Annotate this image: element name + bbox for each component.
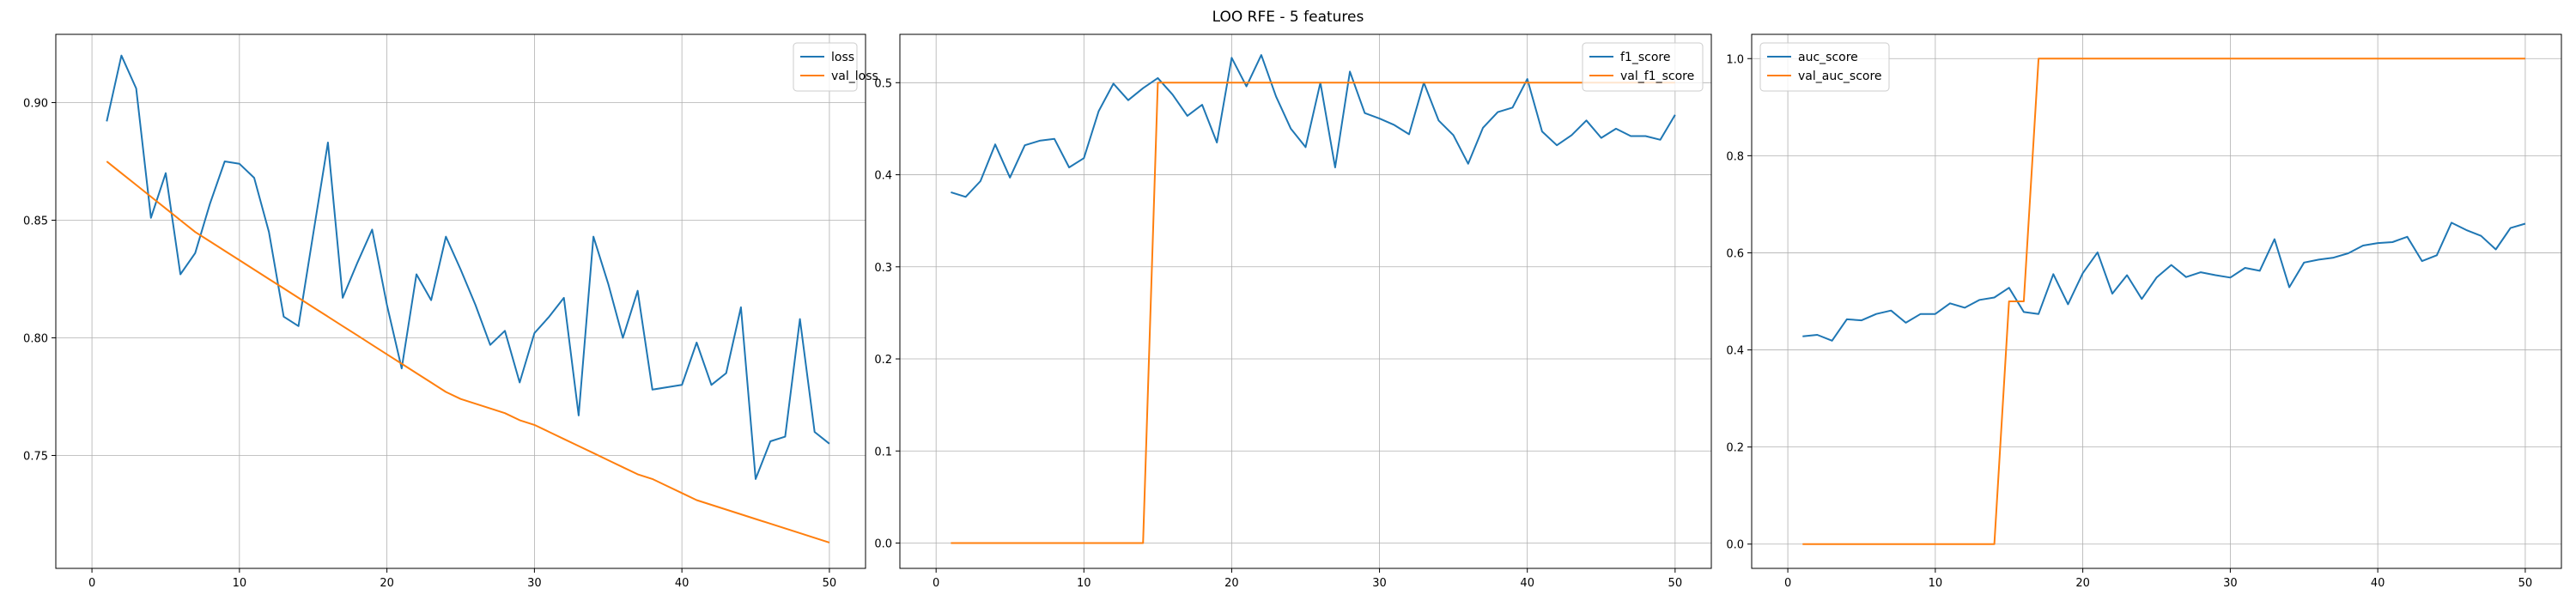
y-tick-label: 0.90 (23, 97, 48, 110)
y-tick-label: 0.4 (874, 170, 892, 183)
series-line-val-f1-score (951, 82, 1675, 544)
x-tick-label: 30 (1372, 577, 1387, 590)
y-tick-label: 0.0 (874, 538, 892, 551)
axes-frame (1751, 33, 2562, 569)
series-line-f1-score (951, 54, 1676, 198)
x-tick-label: 30 (2223, 577, 2238, 590)
x-tick-label: 10 (1929, 577, 1943, 590)
series-line-val-loss (106, 161, 830, 543)
x-tick-label: 50 (2518, 577, 2533, 590)
x-tick-label: 50 (823, 577, 837, 590)
x-tick-label: 0 (933, 577, 939, 590)
x-tick-label: 0 (1784, 577, 1791, 590)
x-tick-label: 50 (1668, 577, 1683, 590)
y-tick-label: 0.1 (874, 446, 892, 458)
legend-box (793, 42, 858, 92)
legend-label: f1_score (1620, 51, 1670, 64)
series-line-loss (106, 54, 830, 480)
y-tick-label: 0.2 (874, 354, 892, 367)
axes-frame (899, 33, 1712, 569)
legend: auc_score val_auc_score (1759, 42, 1890, 92)
y-tick-label: 0.2 (1726, 442, 1744, 455)
legend-label: loss (831, 51, 854, 64)
y-tick-label: 0.75 (23, 450, 48, 463)
legend: loss val_loss (793, 42, 878, 92)
y-tick-label: 0.0 (1726, 539, 1744, 552)
legend-label: val_auc_score (1798, 70, 1882, 83)
legend-label: val_loss (831, 70, 878, 83)
y-tick-label: 0.3 (874, 262, 892, 275)
y-tick-label: 0.6 (1726, 247, 1744, 260)
x-tick-label: 20 (380, 577, 394, 590)
x-tick-label: 10 (233, 577, 247, 590)
legend-box (1759, 42, 1890, 92)
figure-title: LOO RFE - 5 features (1212, 9, 1364, 26)
x-tick-label: 30 (527, 577, 542, 590)
x-tick-label: 40 (675, 577, 690, 590)
x-tick-label: 20 (1224, 577, 1239, 590)
y-tick-label: 0.80 (23, 332, 48, 345)
chart-panel-2: 0 10 20 30 40 50 0.0 0.1 0.2 0.3 0.4 0.5 f1_scoreval… (874, 33, 1712, 590)
legend-label: val_f1_score (1620, 70, 1694, 83)
y-tick-label: 0.8 (1726, 150, 1744, 163)
x-tick-label: 10 (1077, 577, 1091, 590)
legend-box (1582, 42, 1704, 92)
legend: f1_score val_f1_score (1582, 42, 1704, 92)
x-tick-label: 40 (1520, 577, 1534, 590)
chart-panel-3: 0 10 20 30 40 50 0.0 0.2 0.4 0.6 0.8 1.0 auc_scoreva… (1726, 33, 2562, 590)
x-tick-label: 40 (2371, 577, 2385, 590)
x-tick-label: 0 (88, 577, 95, 590)
y-tick-label: 0.4 (1726, 345, 1744, 358)
y-tick-label: 0.5 (874, 77, 892, 90)
y-tick-label: 0.85 (23, 215, 48, 228)
legend-label: auc_score (1798, 51, 1858, 64)
series-line-auc-score (1802, 222, 2526, 342)
chart-panel-1: 0 10 20 30 40 50 0.75 0.80 0.85 0.90 loss val_loss (23, 33, 878, 590)
axes-frame (55, 33, 866, 569)
y-tick-label: 1.0 (1726, 53, 1744, 66)
x-tick-label: 20 (2075, 577, 2090, 590)
series-line-val-auc-score (1802, 58, 2525, 545)
